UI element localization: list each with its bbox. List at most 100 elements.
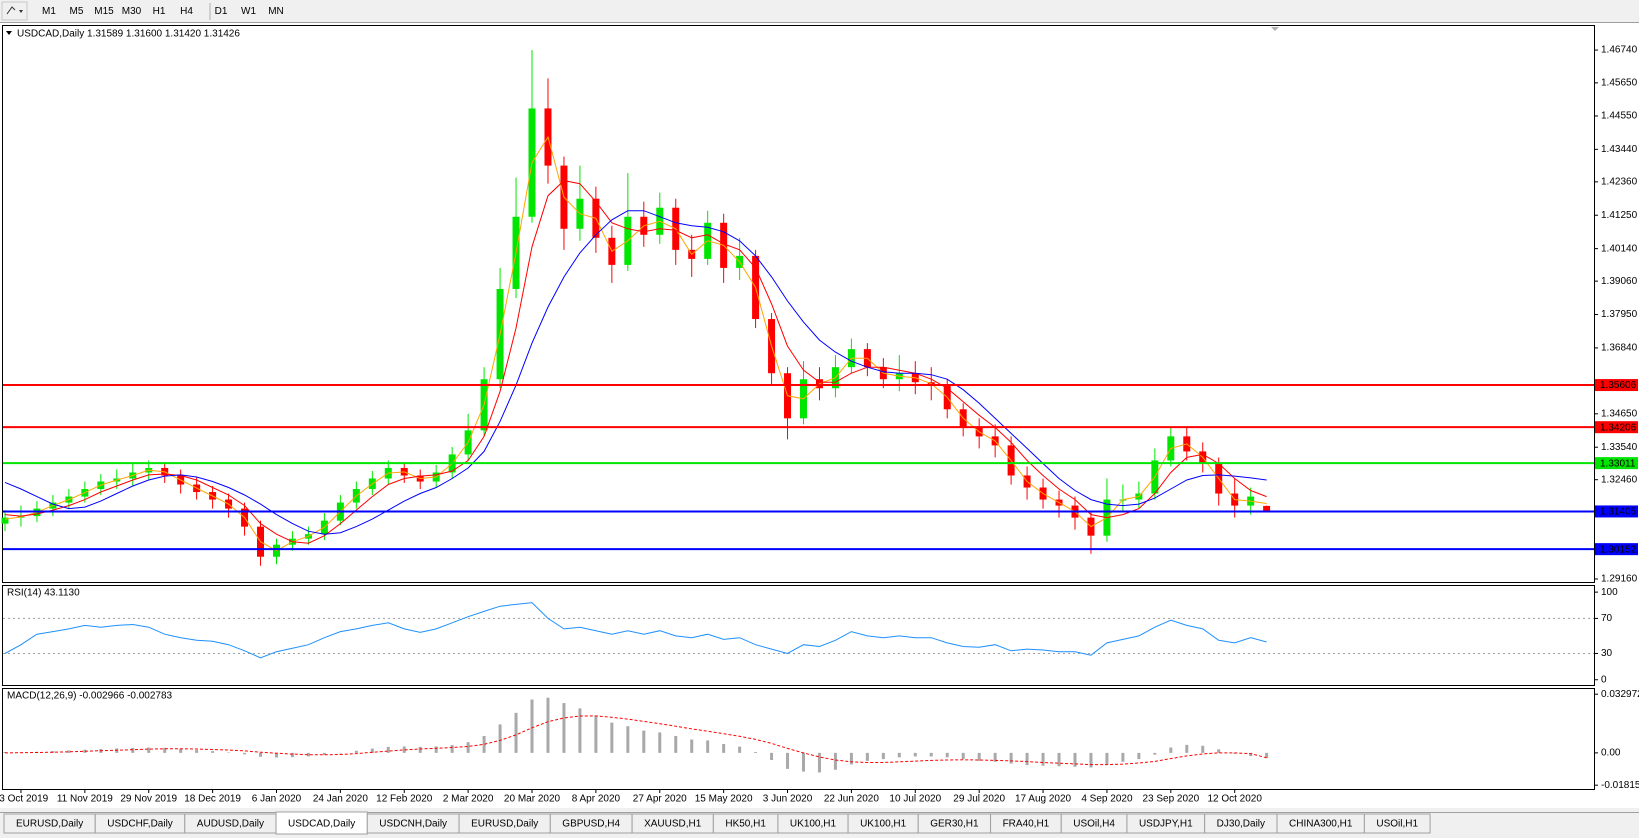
tab-label[interactable]: USDJPY,H1 (1139, 819, 1193, 830)
tab-label[interactable]: USDCHF,Daily (107, 819, 173, 830)
y-tick-label: 1.39060 (1601, 276, 1638, 287)
x-tick-label: 29 Jul 2020 (953, 794, 1005, 805)
macd-histogram-bar (786, 752, 790, 769)
tab-label[interactable]: GBPUSD,H4 (562, 819, 620, 830)
macd-histogram-bar (1265, 752, 1269, 759)
timeframe-button[interactable]: H4 (180, 6, 193, 17)
macd-histogram-bar (929, 752, 933, 757)
macd-signal-line (4, 715, 1267, 766)
x-tick-label: 3 Jun 2020 (763, 794, 813, 805)
macd-histogram-bar (434, 746, 438, 753)
macd-histogram-bar (1057, 752, 1061, 767)
x-tick-label: 29 Nov 2019 (120, 794, 177, 805)
x-tick-label: 24 Jan 2020 (313, 794, 368, 805)
macd-title: MACD(12,26,9) -0.002966 -0.002783 (7, 691, 173, 702)
x-tick-label: 4 Sep 2020 (1081, 794, 1133, 805)
tab-label[interactable]: XAUUSD,H1 (644, 819, 702, 830)
macd-histogram-bar (722, 743, 726, 753)
macd-histogram-bar (578, 708, 582, 753)
x-tick-label: 12 Oct 2020 (1207, 794, 1262, 805)
macd-histogram-bar (370, 748, 374, 753)
y-tick-label: 100 (1601, 587, 1618, 598)
macd-histogram-bar (802, 752, 805, 772)
moving-average-line (4, 210, 1267, 535)
timeframe-button[interactable]: D1 (215, 6, 228, 17)
macd-histogram-bar (147, 747, 151, 753)
tab-label[interactable]: USDCNH,Daily (379, 819, 447, 830)
x-tick-label: 18 Dec 2019 (184, 794, 241, 805)
x-tick-label: 20 Mar 2020 (504, 794, 561, 805)
y-tick-label: 1.41250 (1601, 210, 1638, 221)
level-price-box (1595, 421, 1638, 434)
y-tick-label: -0.018154 (1601, 780, 1639, 791)
macd-histogram-bar (690, 739, 694, 753)
x-tick-label: 22 Jun 2020 (824, 794, 879, 805)
timeframe-button[interactable]: MN (268, 6, 284, 17)
button-arrow (19, 10, 23, 13)
rsi-panel (2, 585, 1595, 686)
drawing-tool-button[interactable] (1, 1, 28, 21)
level-price-box (1595, 543, 1638, 556)
x-tick-label: 10 Jul 2020 (889, 794, 941, 805)
macd-histogram-bar (1249, 752, 1253, 757)
tab-label[interactable]: UK100,H1 (790, 819, 837, 830)
macd-histogram-bar (594, 715, 598, 753)
tab-label[interactable]: DJ30,Daily (1217, 819, 1265, 830)
macd-histogram-bar (322, 752, 326, 756)
macd-histogram-bar (290, 752, 294, 758)
candle-body (1, 517, 9, 524)
timeframe-button[interactable]: W1 (241, 6, 256, 17)
macd-histogram-bar (1137, 752, 1141, 760)
macd-histogram-bar (259, 752, 263, 757)
x-tick-label: 6 Jan 2020 (252, 794, 302, 805)
tab-label[interactable]: CHINA300,H1 (1289, 819, 1353, 830)
tab-label[interactable]: GER30,H1 (930, 819, 979, 830)
tab-label[interactable]: USOil,H1 (1376, 819, 1418, 830)
timeframe-button[interactable]: M1 (42, 6, 56, 17)
macd-histogram-bar (1169, 747, 1173, 753)
macd-histogram-bar (211, 751, 215, 753)
timeframe-button[interactable]: M15 (94, 6, 114, 17)
macd-panel (2, 688, 1595, 790)
macd-histogram-bar (450, 745, 454, 753)
timeframe-button[interactable]: H1 (153, 6, 166, 17)
macd-histogram-bar (1185, 744, 1189, 753)
macd-histogram-bar (658, 732, 662, 753)
tab-label[interactable]: FRA40,H1 (1003, 819, 1050, 830)
y-tick-label: 1.32460 (1601, 474, 1638, 485)
macd-histogram-bar (1041, 752, 1045, 766)
macd-histogram-bar (865, 752, 869, 761)
y-tick-label: 1.40140 (1601, 243, 1638, 254)
y-tick-label: 1.36840 (1601, 343, 1638, 354)
timeframe-button[interactable]: M30 (122, 6, 142, 17)
tab-label[interactable]: EURUSD,Daily (471, 819, 538, 830)
macd-histogram-bar (498, 724, 502, 753)
level-price-box (1595, 379, 1638, 392)
tab-label[interactable]: EURUSD,Daily (16, 819, 83, 830)
tab-label[interactable]: HK50,H1 (725, 819, 766, 830)
macd-histogram-bar (1153, 752, 1157, 755)
tab-label[interactable]: USDCAD,Daily (288, 819, 355, 830)
timeframe-button[interactable]: M5 (70, 6, 84, 17)
macd-histogram-bar (514, 712, 518, 753)
x-tick-label: 2 Mar 2020 (443, 794, 494, 805)
y-tick-label: 0.032972 (1601, 689, 1639, 700)
macd-histogram-bar (306, 752, 310, 757)
x-tick-label: 11 Nov 2019 (57, 794, 113, 805)
toolbar (0, 0, 1639, 23)
rsi-line (4, 602, 1267, 659)
macd-histogram-bar (402, 746, 406, 753)
tab-label[interactable]: UK100,H1 (860, 819, 907, 830)
macd-histogram-bar (466, 742, 470, 753)
macd-histogram-bar (338, 752, 342, 754)
tab-label[interactable]: AUDUSD,Daily (197, 819, 264, 830)
macd-histogram-bar (993, 752, 997, 762)
symbol-menu-arrow (6, 31, 12, 35)
macd-histogram-bar (626, 726, 630, 753)
macd-histogram-bar (833, 752, 837, 770)
tab-label[interactable]: USOil,H4 (1073, 819, 1115, 830)
tab[interactable] (1363, 813, 1431, 834)
y-tick-label: 1.44550 (1601, 111, 1638, 122)
x-tick-label: 17 Aug 2020 (1015, 794, 1072, 805)
